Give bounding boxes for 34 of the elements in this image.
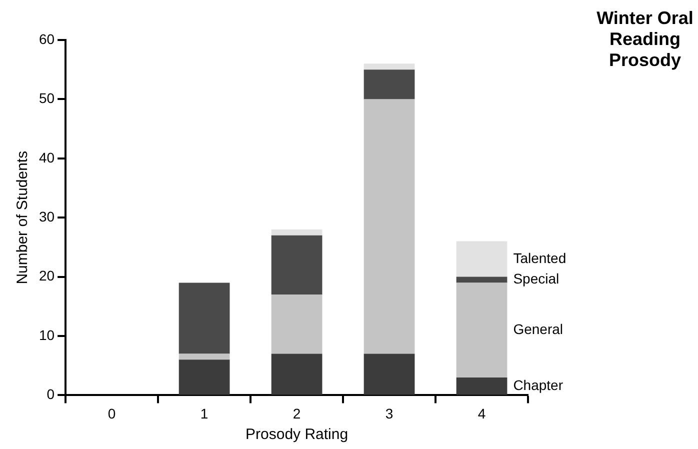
text: Winter Oral Reading Prosody [596,8,694,71]
y-tick-label: 40 [38,149,55,166]
x-axis-title: Prosody Rating [246,426,348,444]
y-tick-label: 0 [46,386,55,402]
x-tick-label: 0 [108,405,116,422]
bar [271,235,322,295]
bar [178,360,230,395]
bar [456,377,508,395]
series-label: Chapter [513,376,564,393]
y-tick-label: 30 [38,208,55,224]
y-axis-title: Number of Students [14,150,32,284]
y-tick-label: 50 [38,90,55,106]
y-tick-label: 20 [38,268,55,284]
bar [271,354,322,395]
bar [456,282,508,378]
bar [456,276,508,283]
x-tick-label: 1 [200,405,208,422]
bar [364,99,415,354]
series-label: Special [513,270,560,287]
x-tick-label: 2 [292,405,301,422]
series-label: Talented [513,250,566,266]
bar [178,282,230,354]
bar [364,354,415,395]
bar [178,354,230,360]
bar [364,70,415,100]
bar [364,64,415,70]
bar [456,241,508,277]
bar [271,229,322,236]
y-tick-label: 10 [38,326,55,343]
series-label: General [513,320,564,337]
x-tick-label: 4 [478,405,486,422]
x-tick-label: 3 [385,405,394,422]
y-tick-label: 60 [38,30,55,47]
bar [271,294,322,354]
